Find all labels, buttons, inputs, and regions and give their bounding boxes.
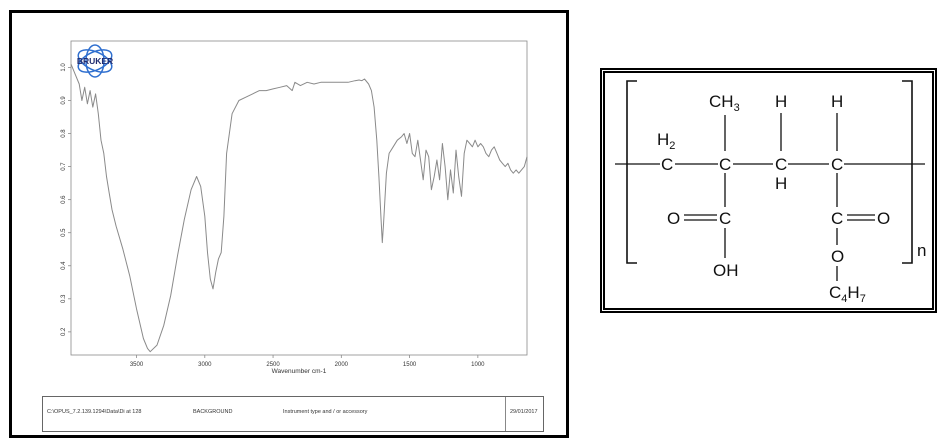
logo-ring-a — [77, 49, 113, 73]
series-line-spectrum — [70, 63, 528, 353]
x-axis: 3500 3000 2500 2000 1500 1000 — [130, 355, 485, 368]
x-axis-label: Wavenumber cm-1 — [272, 368, 327, 375]
y-tick-label: 0.4 — [61, 261, 67, 270]
footer-info-box: C:\OPUS_7.2.139.1294\Data\Di at 128 BACK… — [42, 396, 544, 432]
atom-h2: H2 — [657, 130, 675, 152]
spectrum-panel: 0.2 0.3 0.4 0.5 0.6 0.7 0.8 0.9 1.0 3500 3000 2500… — [9, 10, 569, 438]
footer-divider — [505, 397, 506, 431]
atom-c1: C — [661, 155, 673, 174]
atom-c-ester: C — [831, 209, 843, 228]
atom-h-c3-top: H — [775, 92, 787, 111]
x-tick-label: 2500 — [266, 362, 280, 368]
atom-c4: C — [831, 155, 843, 174]
atom-o-carbonyl-a: O — [667, 209, 680, 228]
atom-h-c4: H — [831, 92, 843, 111]
polymer-structure-diagram: n H2 C CH3 C C O OH H C H H C C O — [615, 80, 926, 305]
atom-ch3: CH3 — [709, 92, 740, 114]
atom-o-ester: O — [831, 247, 844, 266]
atom-c2: C — [719, 155, 731, 174]
y-tick-label: 0.9 — [61, 96, 67, 105]
atom-c3: C — [775, 155, 787, 174]
footer-label: BACKGROUND — [193, 409, 233, 415]
y-tick-label: 0.8 — [61, 129, 67, 138]
atom-c-carboxyl: C — [719, 209, 731, 228]
atom-o-carbonyl-b: O — [877, 209, 890, 228]
atom-oh: OH — [713, 261, 739, 280]
polymer-structure-panel: n H2 C CH3 C C O OH H C H H C C O — [600, 68, 937, 313]
footer-date: 29/01/2017 — [510, 409, 538, 415]
ir-spectrum-chart: 0.2 0.3 0.4 0.5 0.6 0.7 0.8 0.9 1.0 3500 3000 2500… — [61, 40, 528, 375]
logo-ring-c — [85, 44, 105, 78]
atom-c4h7: C4H7 — [829, 283, 866, 305]
y-axis: 0.2 0.3 0.4 0.5 0.6 0.7 0.8 0.9 1.0 — [61, 63, 71, 336]
open-bracket — [626, 80, 637, 264]
x-tick-label: 1000 — [471, 362, 485, 368]
y-tick-label: 0.2 — [61, 327, 67, 336]
y-tick-label: 0.6 — [61, 195, 67, 204]
logo-text: BRUKER — [77, 56, 113, 66]
x-tick-label: 1500 — [403, 362, 417, 368]
atom-h-c3-bottom: H — [775, 174, 787, 193]
footer-instrument: Instrument type and / or accessory — [283, 409, 368, 415]
repeat-subscript-n: n — [917, 241, 926, 260]
y-tick-label: 1.0 — [61, 63, 67, 72]
logo-ring-b — [77, 49, 113, 73]
y-tick-label: 0.5 — [61, 228, 67, 237]
x-tick-label: 3000 — [198, 362, 212, 368]
y-tick-label: 0.7 — [61, 162, 67, 171]
y-tick-label: 0.3 — [61, 294, 67, 303]
plot-frame — [70, 40, 528, 356]
bruker-logo: BRUKER — [77, 44, 113, 78]
close-bracket — [902, 80, 913, 264]
footer-path: C:\OPUS_7.2.139.1294\Data\Di at 128 — [47, 409, 142, 415]
x-tick-label: 3500 — [130, 362, 144, 368]
x-tick-label: 2000 — [335, 362, 349, 368]
